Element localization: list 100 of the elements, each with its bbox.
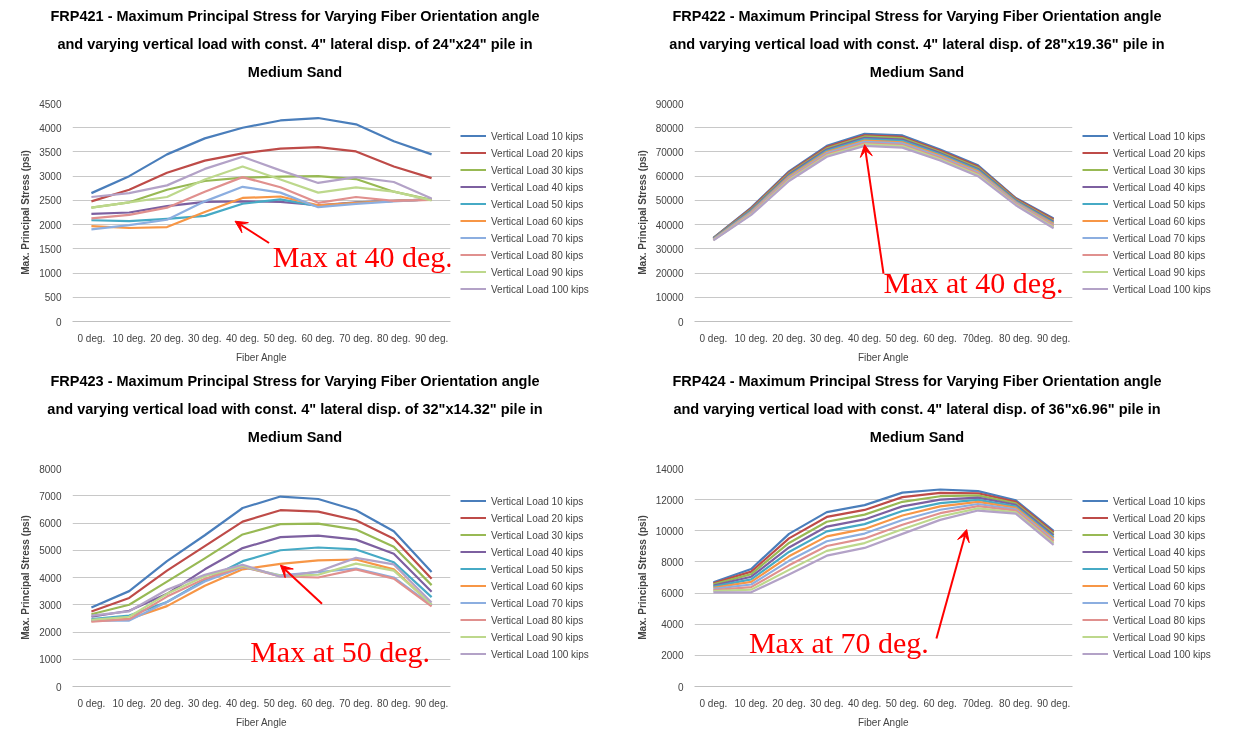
x-axis-title: Fiber Angle — [235, 351, 287, 363]
chart-title: FRP423 - Maximum Principal Stress for Varying Fiber Orientation angle and varying vertical load with const. 4" lateral disp. of 32"x14.32" pile in Medium Sand — [46, 372, 544, 447]
line-series — [90, 495, 433, 609]
x-tick-label: 50 deg. — [263, 697, 298, 709]
legend-label: Vertical Load 60 kips — [1113, 579, 1206, 593]
x-tick-label: 70 deg. — [339, 697, 373, 709]
x-tick-label: 0 deg. — [699, 697, 728, 709]
x-tick-label: 30 deg. — [810, 332, 844, 344]
y-axis-title: Max. Principal Stress (psi) — [636, 515, 648, 640]
y-tick-label: 60000 — [655, 171, 684, 183]
legend-label: Vertical Load 100 kips — [491, 647, 589, 661]
x-tick-label: 30 deg. — [188, 332, 222, 344]
y-tick-label: 40000 — [655, 219, 684, 231]
y-tick-label: 0 — [55, 681, 62, 693]
y-tick-label: 3500 — [39, 146, 62, 158]
x-tick-label: 80 deg. — [377, 332, 411, 344]
legend-label: Vertical Load 70 kips — [491, 596, 584, 610]
y-tick-label: 4000 — [39, 572, 62, 584]
y-tick-label: 5000 — [39, 545, 62, 557]
x-tick-label: 30 deg. — [810, 697, 844, 709]
legend-label: Vertical Load 30 kips — [491, 163, 584, 177]
legend-label: Vertical Load 20 kips — [1113, 146, 1206, 160]
y-tick-label: 0 — [55, 316, 62, 328]
x-tick-label: 60 deg. — [923, 332, 957, 344]
legend-label: Vertical Load 10 kips — [1113, 129, 1206, 143]
legend-label: Vertical Load 20 kips — [1113, 511, 1206, 525]
x-tick-label: 70 deg. — [339, 332, 373, 344]
annotation: Max at 40 deg. — [272, 239, 453, 273]
line-series — [90, 146, 433, 203]
legend-label: Vertical Load 80 kips — [491, 613, 584, 627]
legend-label: Vertical Load 80 kips — [491, 248, 584, 262]
legend-label: Vertical Load 80 kips — [1113, 613, 1206, 627]
legend-label: Vertical Load 20 kips — [491, 511, 584, 525]
annotation: Max at 40 deg. — [883, 265, 1064, 299]
x-tick-label: 10 deg. — [734, 332, 768, 344]
legend-label: Vertical Load 30 kips — [1113, 528, 1206, 542]
chart-title: FRP424 - Maximum Principal Stress for Varying Fiber Orientation angle and varying vertical load with const. 4" lateral disp. of 36"x6.96" pile in Medium Sand — [671, 372, 1163, 447]
legend-label: Vertical Load 70 kips — [1113, 596, 1206, 610]
legend-label: Vertical Load 90 kips — [491, 265, 584, 279]
legend-label: Vertical Load 100 kips — [1113, 647, 1211, 661]
legend-label: Vertical Load 100 kips — [1113, 282, 1211, 296]
y-tick-label: 2000 — [661, 650, 684, 662]
legend-label: Vertical Load 50 kips — [1113, 562, 1206, 576]
annotation: Max at 70 deg. — [748, 626, 929, 660]
legend-label: Vertical Load 40 kips — [491, 180, 584, 194]
x-tick-label: 30 deg. — [188, 697, 222, 709]
x-tick-label: 10 deg. — [734, 697, 768, 709]
x-tick-label: 90 deg. — [1036, 697, 1071, 709]
x-tick-label: 80 deg. — [999, 332, 1033, 344]
x-tick-label: 40 deg. — [225, 697, 260, 709]
y-tick-label: 6000 — [39, 518, 62, 529]
legend-label: Vertical Load 90 kips — [1113, 630, 1206, 644]
y-tick-label: 6000 — [661, 588, 684, 600]
y-tick-label: 8000 — [39, 463, 62, 475]
y-tick-label: 0 — [677, 316, 684, 328]
x-tick-label: 20 deg. — [150, 697, 184, 709]
legend-label: Vertical Load 50 kips — [491, 197, 584, 211]
x-tick-label: 90 deg. — [414, 332, 449, 344]
line-series — [90, 546, 433, 621]
x-tick-label: 50 deg. — [885, 697, 920, 709]
line-series — [90, 155, 433, 200]
x-tick-label: 0 deg. — [77, 697, 106, 709]
y-tick-label: 3000 — [39, 599, 62, 611]
legend-label: Vertical Load 70 kips — [491, 231, 584, 245]
x-tick-label: 90 deg. — [414, 697, 449, 709]
legend-label: Vertical Load 60 kips — [491, 214, 584, 228]
y-tick-label: 3000 — [39, 171, 62, 183]
legend-label: Vertical Load 60 kips — [491, 579, 584, 593]
x-tick-label: 20 deg. — [772, 332, 806, 344]
y-axis-title: Max. Principal Stress (psi) — [20, 150, 32, 275]
legend-label: Vertical Load 20 kips — [491, 146, 584, 160]
y-tick-label: 80000 — [655, 122, 684, 134]
legend-label: Vertical Load 10 kips — [491, 129, 584, 143]
y-tick-label: 20000 — [655, 268, 684, 280]
x-tick-label: 70deg. — [962, 332, 994, 344]
y-tick-label: 500 — [44, 292, 62, 304]
x-tick-label: 50 deg. — [263, 332, 298, 344]
legend-label: Vertical Load 10 kips — [1113, 494, 1206, 508]
x-tick-label: 20 deg. — [772, 697, 806, 709]
y-tick-label: 50000 — [655, 195, 684, 207]
line-series — [90, 165, 433, 209]
x-tick-label: 60 deg. — [301, 332, 335, 344]
x-tick-label: 0 deg. — [699, 332, 728, 344]
legend-label: Vertical Load 30 kips — [491, 528, 584, 542]
legend-label: Vertical Load 80 kips — [1113, 248, 1206, 262]
y-tick-label: 4000 — [661, 619, 684, 631]
chart-title: FRP421 - Maximum Principal Stress for Varying Fiber Orientation angle and varying vertical load with const. 4" lateral disp. of 24"x24" pile in Medium Sand — [49, 7, 541, 82]
x-tick-label: 60 deg. — [301, 697, 335, 709]
x-tick-label: 80 deg. — [377, 697, 411, 709]
y-tick-label: 7000 — [39, 490, 62, 502]
legend-label: Vertical Load 50 kips — [491, 562, 584, 576]
y-tick-label: 10000 — [655, 525, 684, 537]
y-tick-label: 1000 — [39, 268, 62, 280]
x-tick-label: 60 deg. — [923, 697, 957, 709]
x-tick-label: 10 deg. — [112, 697, 146, 709]
y-tick-label: 14000 — [655, 463, 684, 475]
annotation: Max at 50 deg. — [250, 635, 431, 669]
y-axis-title: Max. Principal Stress (psi) — [20, 515, 32, 640]
y-tick-label: 30000 — [655, 243, 684, 255]
legend-label: Vertical Load 70 kips — [1113, 231, 1206, 245]
